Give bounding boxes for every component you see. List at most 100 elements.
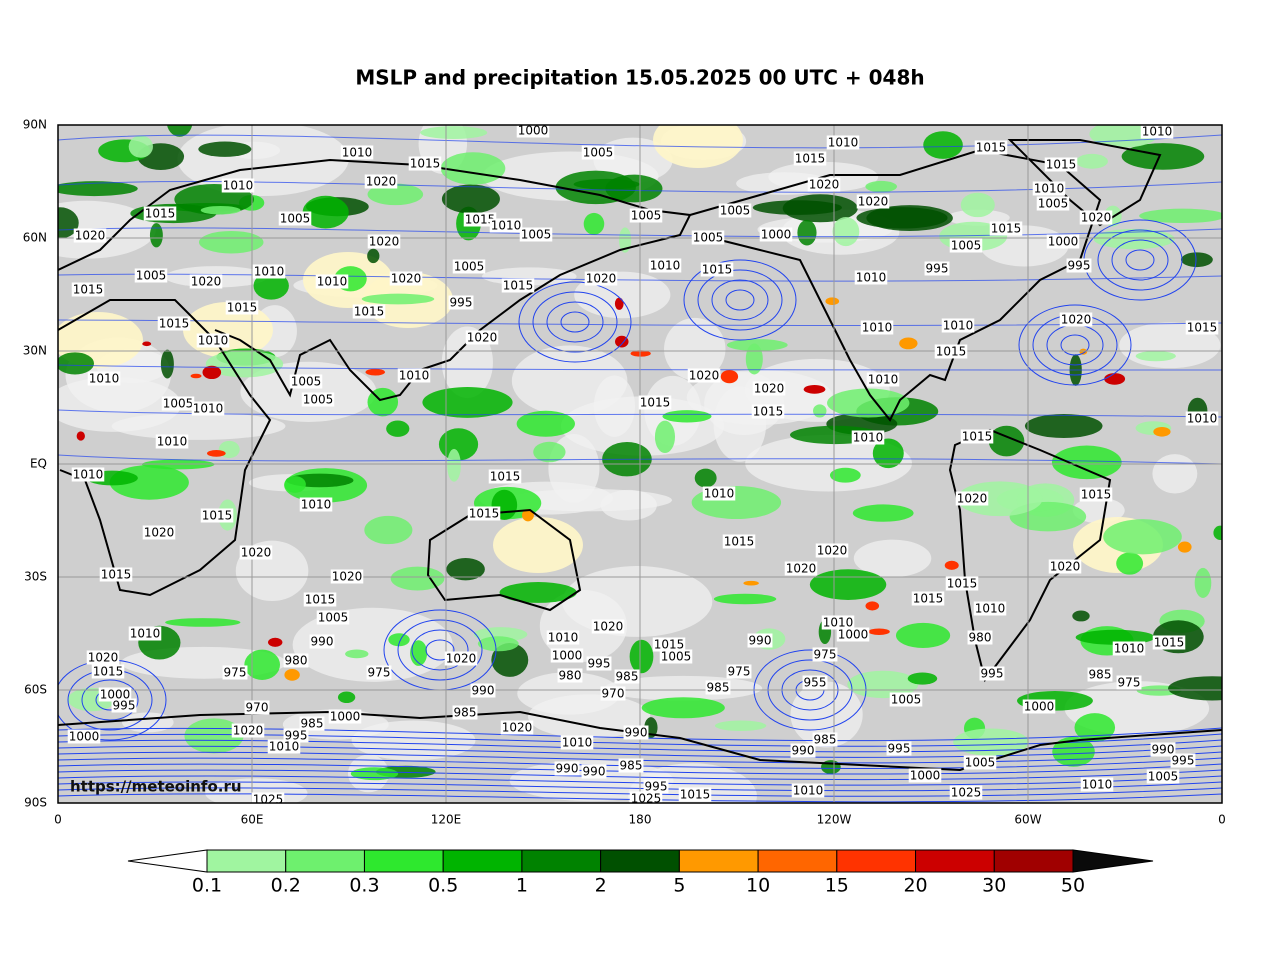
isobar-label: 1020 [817,544,848,558]
rain-patch [410,640,428,666]
isobar-label-bg [397,368,431,383]
heavy-rain [76,431,85,441]
isobar-label-bg [470,683,496,698]
isobar-label-bg [600,686,626,701]
rain-patch [367,183,424,206]
isobar-label-bg [299,716,325,731]
isobar-label: 1015 [1046,158,1077,172]
isobar-label: 1020 [369,235,400,249]
isobar-label-bg [448,295,474,310]
isobar-label: 1015 [947,577,978,591]
rain-patch [200,205,241,215]
cloud-patch [745,434,913,492]
isobar-label-bg [239,545,273,560]
rain-patch [1116,552,1144,575]
rain-patch [1135,350,1176,362]
rain-patch [813,404,827,418]
isobar-label: 1000 [1048,235,1079,249]
isobar-label-bg [967,630,993,645]
isobar-label: 1015 [227,301,258,315]
isobar-label: 955 [804,676,827,690]
rain-patch [198,230,264,254]
isobar-label: 990 [472,684,495,698]
isobar-label-bg [702,486,736,501]
isobar-label: 1005 [720,204,751,218]
rain-patch [797,219,817,246]
isobar-label: 1000 [69,730,100,744]
rain-patch [516,410,575,437]
isobar-line [58,787,1222,797]
isobar-label-bg [189,274,223,289]
isobar-label-bg [196,333,230,348]
isobar-label-bg [945,576,979,591]
colorbar-label: 50 [1061,875,1085,897]
isobar-label: 1010 [301,498,332,512]
isobar-line [58,769,1222,781]
isobar-label-bg [989,221,1023,236]
cloud-patch [506,489,673,512]
isobar-label-bg [444,651,478,666]
isobar-label: 1010 [269,740,300,754]
isobar-label: 1005 [136,269,167,283]
isobar-label: 1015 [145,207,176,221]
isobar-label: 1020 [1061,313,1092,327]
isobar-label-bg [691,230,725,245]
heavy-rain [1177,541,1192,553]
isobar-label: 985 [707,681,730,695]
cloud-patch [790,681,863,748]
isobar-line [58,751,1222,764]
source-url[interactable]: https://meteoinfo.ru [70,778,242,796]
isobar-label-bg [128,626,162,641]
rain-patch [440,152,506,185]
isobar-label-bg [1185,320,1219,335]
isobar-label-bg [591,619,625,634]
isobar-label: 1010 [975,602,1006,616]
colorbar-label: 2 [595,875,607,897]
isobar-label-bg [86,650,120,665]
rain-patch [184,718,244,754]
isobar-label-bg [815,543,849,558]
colorbar: 0.1 0.2 0.3 0.5 1 2 5 10 15 20 30 50 [127,849,1154,897]
isobar-label-bg [586,656,612,671]
latitude-label: EQ [30,457,47,471]
latitude-label: 90S [24,796,47,810]
heavy-rain [743,580,759,586]
isobar-label-bg [851,430,885,445]
isobar-label: 1020 [754,382,785,396]
isobar-label: 975 [224,666,247,680]
rain-patch [714,720,767,732]
rain-patch [253,271,289,300]
isobar-line [411,629,469,671]
isobar-label: 1010 [130,627,161,641]
rain-patch [865,180,898,193]
isobar-line [58,793,1222,803]
colorbar-label: 5 [673,875,685,897]
rain-patch [367,248,380,264]
rain-patch [350,767,399,781]
isobar-label-bg [836,627,870,642]
isobar-line [58,775,1222,786]
isobar-label-bg [678,787,712,802]
isobar-label: 1015 [354,305,385,319]
isobar-label: 1015 [73,283,104,297]
graticule [58,125,1222,803]
isobar-label-bg [1170,753,1196,768]
isobar-label: 1020 [593,620,624,634]
rain-patch [361,293,435,305]
isobar-label: 1000 [838,628,869,642]
isobar-label-bg [1048,559,1082,574]
isobar-line [58,727,1222,742]
isobar-label-bg [1116,675,1142,690]
isobar-line [58,364,1222,371]
isobar-label: 1020 [241,546,272,560]
isobar-label-bg [1036,196,1070,211]
isobar-label-bg [1112,641,1146,656]
rain-patch [847,670,919,699]
isobar-line [58,763,1222,775]
isobar-label-bg [934,344,968,359]
isobar-label: 995 [981,667,1004,681]
isobar-label: 1025 [253,793,284,807]
isobar-label: 1005 [318,611,349,625]
colorbar-swatch [521,849,602,873]
isobar-label: 1020 [957,492,988,506]
